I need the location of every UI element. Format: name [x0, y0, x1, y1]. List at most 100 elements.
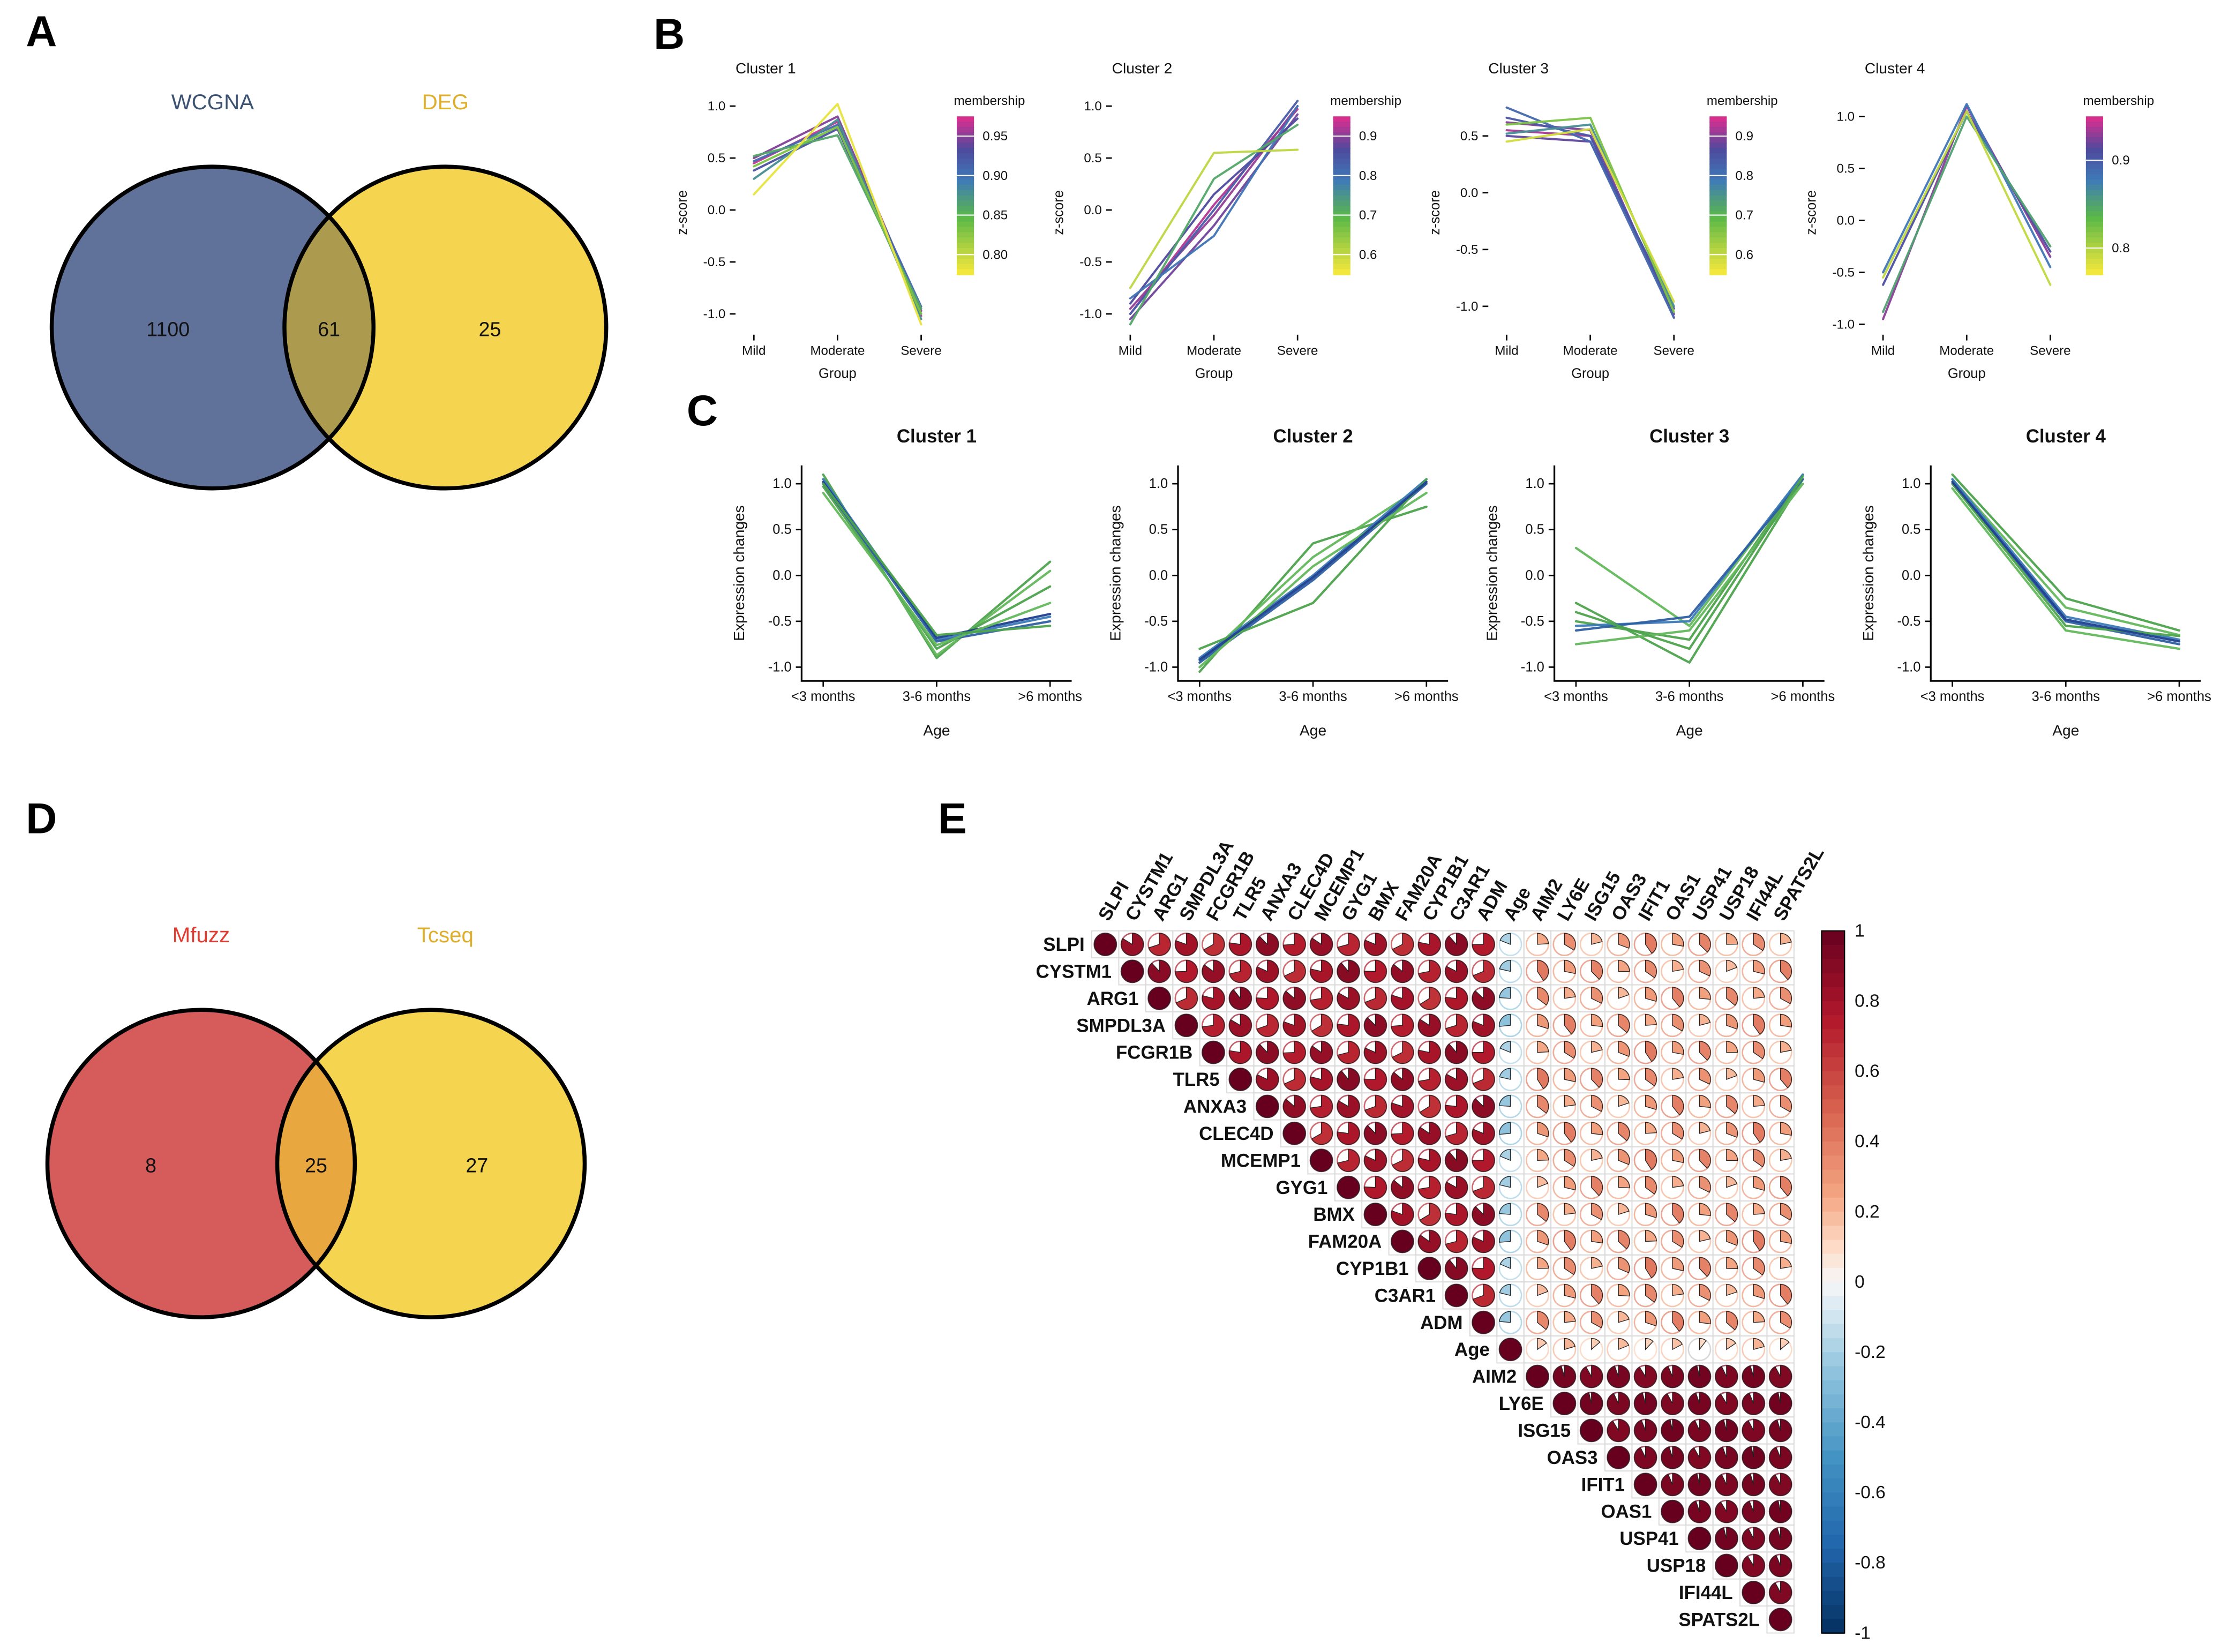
corr-pie	[1618, 960, 1630, 972]
corr-pie	[1364, 1095, 1387, 1118]
corr-pie	[1564, 933, 1576, 951]
corr-pie	[1726, 1068, 1738, 1080]
series-line	[1951, 473, 2181, 632]
legend-gradient-slice	[2085, 169, 2104, 175]
series-line	[1951, 478, 2181, 636]
legend-gradient-slice	[2085, 232, 2104, 238]
colorbar-slice	[1821, 1085, 1845, 1100]
y-tick-label: -0.5	[1079, 255, 1102, 269]
colorbar-slice	[1821, 944, 1845, 960]
corr-pie	[1537, 1230, 1549, 1246]
corr-pie	[1564, 1257, 1576, 1275]
corr-pie	[1537, 960, 1549, 981]
y-tick-label: -1.0	[1832, 317, 1855, 332]
corr-row-label: MCEMP1	[1221, 1150, 1301, 1171]
corr-pie	[1537, 1148, 1549, 1161]
subplot-title: Cluster 2	[1112, 60, 1173, 77]
corr-pie	[1202, 1041, 1225, 1064]
legend-gradient-slice	[2085, 158, 2104, 165]
y-tick-label: 1.0	[1902, 476, 1920, 491]
corr-row-label: OAS1	[1601, 1501, 1652, 1522]
series-line	[1951, 482, 2181, 637]
legend-gradient-slice	[2085, 206, 2104, 212]
corr-pie	[1256, 1095, 1279, 1118]
venn-left-outline	[45, 1008, 357, 1319]
legend-gradient-slice	[1709, 195, 1727, 202]
legend-tick-label: 0.95	[982, 129, 1008, 144]
corr-pie	[1391, 1230, 1414, 1253]
series-line	[822, 473, 1052, 659]
corr-pie	[1699, 1203, 1711, 1217]
subplot-title: Cluster 4	[2026, 426, 2106, 447]
corr-pie	[1715, 1500, 1738, 1523]
corr-pie	[1672, 1041, 1684, 1055]
legend-gradient-slice	[1333, 269, 1350, 275]
colorbar-slice	[1821, 1380, 1845, 1395]
venn-right-circle	[284, 167, 606, 489]
series-line	[822, 492, 1052, 647]
corr-pie	[1618, 1257, 1630, 1273]
corr-pie	[1618, 1041, 1630, 1057]
corr-pie	[1672, 1068, 1684, 1080]
corr-pie	[1634, 1446, 1657, 1469]
corr-pie	[1780, 960, 1792, 980]
corr-pie	[1537, 1068, 1549, 1090]
x-tick-label: Severe	[2030, 343, 2070, 358]
legend-gradient-slice	[1333, 137, 1350, 144]
corr-pie	[1726, 1122, 1738, 1138]
corr-pie	[1256, 1013, 1279, 1037]
corr-pie	[1753, 1284, 1765, 1300]
colorbar-slice	[1821, 1015, 1845, 1030]
corr-pie	[1580, 1365, 1603, 1388]
colorbar-slice	[1821, 1436, 1845, 1452]
corr-pie	[1418, 1230, 1441, 1253]
venn-left-outline	[49, 164, 376, 491]
series-line	[753, 125, 922, 316]
corr-pie	[1564, 1230, 1576, 1251]
x-axis-title: Age	[2052, 722, 2079, 739]
colorbar-tick-label: -0.2	[1855, 1342, 1886, 1362]
corr-pie	[1672, 1176, 1684, 1188]
colorbar-slice	[1821, 1113, 1845, 1129]
legend-gradient-slice	[1333, 248, 1350, 254]
corr-pie	[1726, 1041, 1738, 1053]
legend-gradient-slice	[957, 258, 974, 265]
legend-gradient-slice	[1333, 216, 1350, 223]
panel-c-subplot-2: 1.0 0.5 0.0 -0.5 -1.0<3 months 3-6 months >6 m…	[1107, 426, 1459, 739]
y-axis-title: z-score	[675, 190, 690, 235]
y-tick-label: 0.5	[1149, 522, 1168, 537]
corr-pie	[1310, 1041, 1333, 1064]
legend-gradient-slice	[1709, 142, 1727, 149]
series-line	[1882, 115, 2052, 313]
legend-gradient-slice	[1333, 195, 1350, 202]
corr-pie	[1591, 1230, 1603, 1244]
y-tick-label: -1.0	[1079, 307, 1102, 321]
legend-gradient-slice	[1709, 185, 1727, 191]
corr-pie	[1364, 1176, 1387, 1199]
venn-left-circle	[51, 167, 374, 489]
corr-pie	[1472, 1122, 1495, 1145]
corr-pie	[1591, 1095, 1603, 1112]
legend-gradient-slice	[957, 137, 974, 144]
corr-pie	[1618, 987, 1630, 999]
series-line	[1951, 487, 2181, 650]
y-tick-label: 1.0	[708, 99, 726, 114]
corr-pie	[1618, 1013, 1630, 1033]
corr-pie	[1202, 987, 1225, 1010]
series-line	[1882, 110, 2052, 286]
colorbar-slice	[1821, 1197, 1845, 1213]
legend-gradient-slice	[1709, 248, 1727, 254]
legend-gradient-slice	[1709, 237, 1727, 244]
corr-pie	[1688, 1527, 1711, 1550]
corr-pie	[1591, 1148, 1603, 1161]
corr-pie	[1591, 1203, 1603, 1220]
venn-left-count: 8	[145, 1154, 156, 1176]
colorbar-slice	[1821, 1001, 1845, 1016]
colorbar-slice	[1821, 1141, 1845, 1157]
y-tick-label: -1.0	[768, 659, 792, 674]
corr-pie	[1742, 1419, 1765, 1442]
legend-gradient-slice	[957, 264, 974, 270]
subplot-title: Cluster 4	[1865, 60, 1925, 77]
corr-pie	[1148, 933, 1171, 956]
subplot-title: Cluster 1	[736, 60, 796, 77]
